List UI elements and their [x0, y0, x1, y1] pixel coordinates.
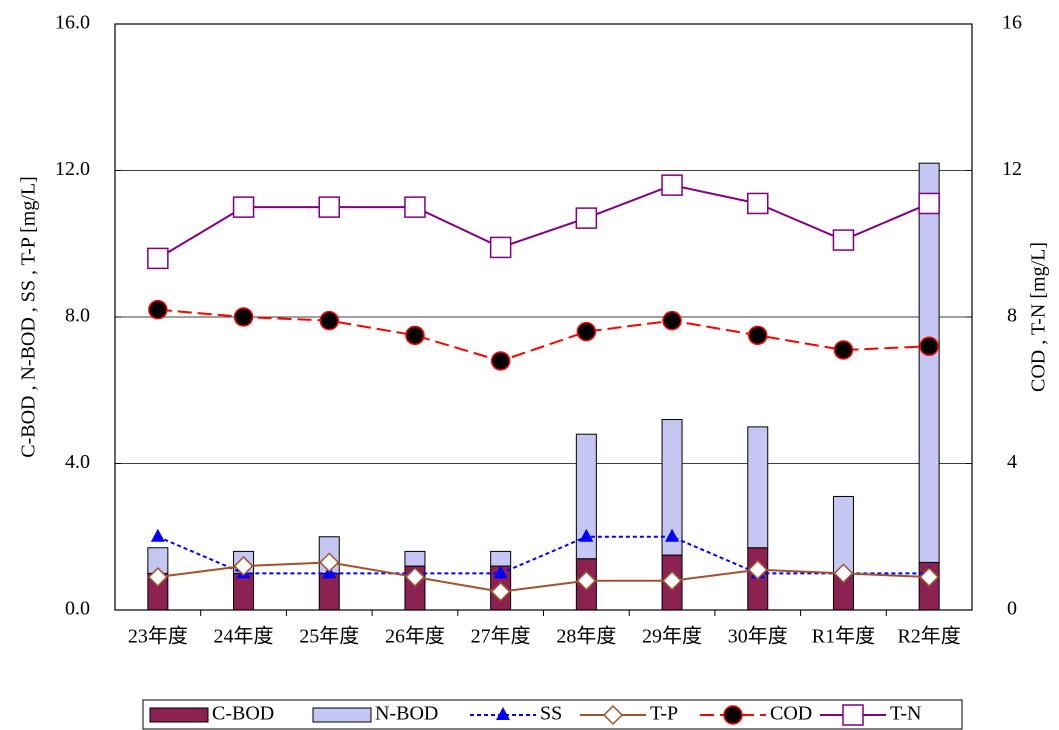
legend-swatch — [312, 707, 372, 723]
marker-square — [404, 196, 426, 218]
marker-diamond — [747, 559, 768, 580]
marker-circle — [319, 310, 339, 331]
marker-square — [747, 192, 769, 215]
marker-circle — [748, 325, 768, 346]
marker-triangle — [493, 565, 508, 579]
marker-square — [832, 229, 855, 251]
line — [157, 308, 930, 362]
legend-label: SS — [540, 703, 562, 725]
marker-diamond — [404, 566, 426, 588]
y-axis-label: C-BOD , N-BOD , SS , T-P [mg/L] — [18, 176, 40, 458]
marker-triangle — [150, 528, 165, 542]
marker-circle — [233, 307, 254, 327]
x-tick-label: 27年度 — [471, 625, 531, 648]
marker-square — [918, 192, 940, 215]
marker-circle — [148, 299, 168, 320]
y-tick-label: 12.0 — [55, 158, 90, 180]
y2-tick-label: 0 — [1007, 598, 1017, 620]
x-tick-label: 30年度 — [728, 625, 788, 648]
y2-axis-label: COD , T-N [mg/L] — [1028, 242, 1050, 392]
marker-diamond — [833, 563, 854, 584]
x-tick-label: 23年度 — [128, 625, 188, 648]
marker-square — [147, 247, 169, 270]
line — [157, 535, 930, 575]
line — [157, 184, 930, 260]
bar — [832, 495, 854, 574]
y-tick-label: 16.0 — [55, 12, 90, 34]
marker-diamond — [661, 570, 683, 591]
x-tick-label: 26年度 — [385, 625, 445, 648]
bar — [661, 419, 683, 556]
marker-square — [232, 196, 255, 218]
marker-circle — [833, 340, 854, 360]
y-tick-label: 8.0 — [65, 305, 90, 327]
marker-diamond — [490, 581, 511, 602]
marker-triangle — [496, 707, 510, 720]
x-tick-label: 28年度 — [556, 625, 616, 648]
bar — [404, 550, 426, 567]
marker-square — [661, 174, 683, 196]
marker-square — [575, 207, 598, 229]
x-tick-label: 25年度 — [299, 625, 359, 648]
marker-square — [489, 236, 512, 259]
bar — [575, 433, 597, 560]
legend-label: N-BOD — [375, 703, 438, 725]
x-tick-label: R1年度 — [812, 625, 875, 648]
bar — [318, 572, 340, 611]
bar — [233, 572, 255, 611]
marker-circle — [919, 336, 939, 357]
marker-diamond — [602, 704, 624, 726]
marker-diamond — [319, 552, 340, 573]
marker-square — [318, 196, 340, 218]
line — [157, 561, 930, 593]
y2-tick-label: 8 — [1007, 305, 1017, 327]
legend-swatch — [149, 707, 209, 723]
marker-circle — [662, 310, 682, 331]
y-tick-label: 4.0 — [65, 451, 90, 473]
legend-label: T-P — [650, 703, 678, 725]
x-tick-label: 24年度 — [214, 625, 274, 648]
marker-circle — [405, 325, 425, 346]
y2-tick-label: 16 — [1002, 12, 1022, 34]
marker-diamond — [147, 566, 168, 588]
y2-tick-label: 12 — [1002, 158, 1022, 180]
marker-diamond — [233, 555, 254, 577]
marker-circle — [490, 351, 511, 371]
bar — [918, 162, 940, 563]
plot-frame — [114, 23, 973, 611]
marker-circle — [723, 705, 743, 725]
marker-triangle — [665, 528, 680, 542]
x-tick-label: R2年度 — [897, 625, 960, 648]
marker-triangle — [579, 528, 594, 542]
bar — [490, 550, 512, 567]
y-tick-label: 0.0 — [65, 598, 90, 620]
y2-tick-label: 4 — [1007, 451, 1017, 473]
legend-label: C-BOD — [212, 703, 274, 725]
legend-label: T-N — [890, 703, 921, 725]
marker-diamond — [919, 566, 940, 588]
legend-label: COD — [770, 703, 812, 725]
marker-circle — [576, 321, 597, 342]
marker-square — [842, 704, 864, 726]
bar — [747, 426, 769, 549]
marker-diamond — [576, 570, 597, 591]
x-tick-label: 29年度 — [642, 625, 702, 648]
